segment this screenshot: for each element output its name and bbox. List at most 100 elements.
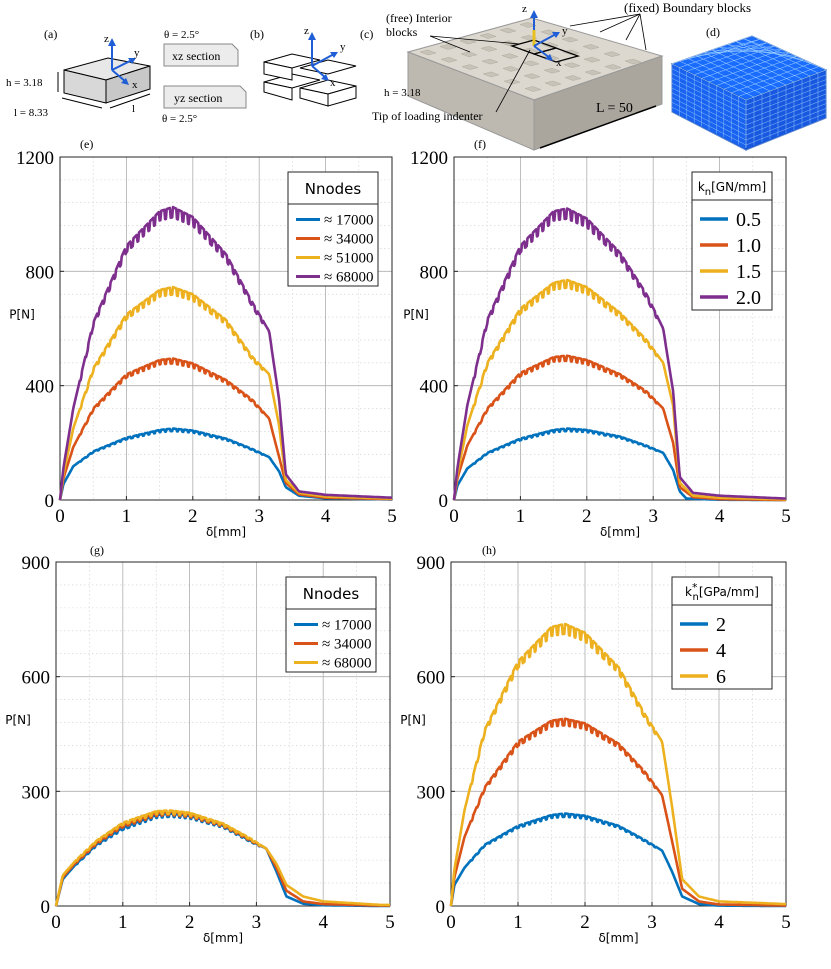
x-tick-label: 0 [446, 912, 456, 933]
tile-3-side [263, 81, 293, 101]
chart-h: (h) 0 1 2 3 4 5 0 300 600 900 δ[mm] P[N] k* n[GPa/mm] 2… [400, 543, 791, 945]
b-axis-z-label: z [304, 25, 309, 37]
plate-tile [501, 53, 519, 59]
mesh-lines [671, 35, 827, 151]
series-line [449, 717, 787, 907]
axes-frame [55, 561, 391, 907]
plate-tile [461, 64, 479, 70]
mesh-line [745, 113, 827, 146]
axes-frame [453, 156, 787, 501]
plate-tile [440, 57, 458, 63]
y-tick-label: 600 [22, 668, 51, 689]
mesh-line [719, 46, 795, 83]
plate-tile [563, 62, 581, 68]
series-line [58, 285, 393, 501]
y-tick-label: 800 [26, 262, 55, 283]
tile-4-side2 [327, 85, 357, 107]
plate-tiles [419, 22, 642, 92]
axis-x-head [121, 78, 129, 85]
plate-tile [582, 44, 600, 50]
c-axis-x-head [545, 54, 553, 61]
legend-entry: ≈ 34000 [322, 637, 371, 653]
xz-section-shape [163, 43, 239, 67]
y-tick-label: 600 [417, 668, 446, 689]
y-tick-label: 900 [22, 553, 51, 574]
plate-tile [459, 38, 477, 45]
axes-frame [59, 156, 393, 501]
b-axis-z-head [308, 32, 316, 40]
x-tick-label: 2 [188, 506, 198, 527]
legend-entry: ≈ 68000 [322, 656, 371, 672]
mesh-line [745, 69, 827, 101]
legend-title: kn[GN/mm] [698, 180, 766, 198]
mesh-line [745, 103, 827, 136]
y-tick-label: 800 [420, 262, 449, 283]
y-tick-label: 0 [41, 897, 51, 918]
xz-section-label: xz section [172, 49, 220, 63]
legend-box [285, 576, 377, 673]
l-dimension-label: l = 8.33 [14, 107, 49, 119]
mesh-line [708, 52, 790, 83]
mesh-line [671, 111, 747, 151]
theta-bottom: θ = 2.5° [162, 113, 197, 125]
mesh-line [727, 44, 804, 60]
panel-d: (d) [670, 25, 828, 151]
x-tick-label: 2 [582, 506, 592, 527]
x-tick-label: 4 [321, 506, 331, 527]
axis-y-arrow [111, 59, 133, 71]
mesh-line [751, 35, 827, 71]
b-axis-x-head [321, 74, 329, 81]
y-axis-label: P[N] [400, 713, 426, 727]
chart-e: (e) 0 1 2 3 4 5 0 400 800 1200 δ[mm] P[N] Nnodes ≈ 170… [9, 137, 397, 539]
panel-label: (g) [90, 543, 104, 557]
x-tick-label: 1 [122, 506, 132, 527]
y-tick-label: 0 [436, 897, 446, 918]
x-tick-label: 3 [648, 506, 658, 527]
mesh-line [745, 98, 827, 131]
free-interior-label-1: (free) Interior [386, 11, 452, 25]
x-tick-label: 1 [118, 912, 128, 933]
legend-title: Nnodes [303, 585, 360, 603]
l-dimension-line [61, 97, 103, 109]
mesh-line [711, 49, 790, 54]
plate-tile [543, 67, 561, 74]
x-tick-label: 4 [714, 912, 724, 933]
x-tick-label: 3 [647, 912, 657, 933]
b-axis-y [311, 53, 335, 67]
series-line [449, 622, 787, 907]
mesh-line [671, 102, 747, 141]
x-tick-label: 0 [55, 506, 65, 527]
x-tick-label: 1 [516, 506, 526, 527]
mesh-line [731, 62, 812, 94]
c-axis-x [533, 45, 551, 59]
plate-tile [479, 33, 497, 39]
x-tick-label: 0 [449, 506, 459, 527]
legend-title: Nnodes [305, 180, 362, 198]
c-axis-y-head [552, 32, 560, 38]
c-axis-y [533, 33, 557, 47]
series-line [54, 809, 391, 907]
plate-tile [604, 64, 622, 70]
c-h-label: h = 3.18 [384, 87, 421, 99]
legend-entry: ≈ 51000 [324, 251, 373, 267]
panel-a: (a) z y x h = 3.18 l = 8.33 l θ = 2.5° x… [6, 27, 247, 125]
mesh-line [727, 44, 803, 80]
axis-z-label: z [104, 33, 109, 45]
x-tick-label: 5 [781, 506, 791, 527]
plate-tile [480, 46, 498, 52]
axes-frame [450, 561, 787, 907]
axis-y-label: y [134, 47, 140, 59]
c-axis-z-label: z [522, 3, 527, 15]
panel-label: (f) [474, 137, 486, 151]
plate-tile [583, 56, 601, 63]
mesh-line [671, 107, 747, 146]
panel-label: (h) [482, 543, 496, 557]
series-line [452, 278, 787, 501]
x-axis-label: δ[mm] [203, 931, 243, 945]
mesh-line [745, 108, 827, 141]
legend-entry: 0.5 [736, 209, 761, 231]
tip-label: Tip of loading indenter [372, 109, 483, 123]
plate-tile [524, 86, 542, 92]
mesh-line [745, 93, 827, 126]
